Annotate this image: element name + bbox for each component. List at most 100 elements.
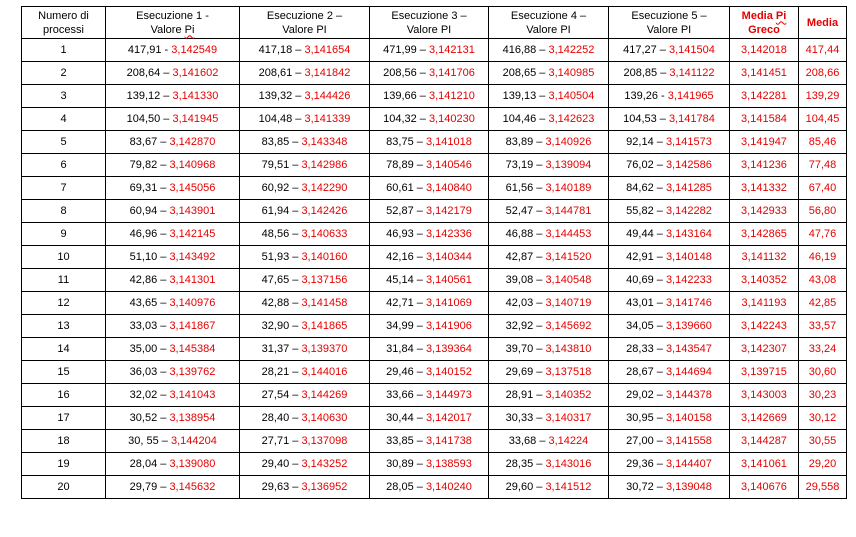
cell-esecuzione-3: 34,99 – 3,141906 xyxy=(369,314,489,338)
cell-numero-processi: 1 xyxy=(21,38,106,62)
cell-esecuzione-3: 52,87 – 3,142179 xyxy=(369,199,489,223)
cell-esecuzione-4: 139,13 – 3,140504 xyxy=(488,84,609,108)
cell-valore-pi: 3,142336 xyxy=(425,228,472,240)
cell-valore-pi: 3,137156 xyxy=(301,274,348,286)
cell-media-pi-greco: 3,142933 xyxy=(729,199,799,223)
cell-esecuzione-5: 42,91 – 3,140148 xyxy=(608,245,730,269)
cell-valore-pi: 3,145384 xyxy=(169,343,216,355)
cell-valore-pi: 3,142426 xyxy=(301,205,348,217)
cell-tempo: 34,99 – xyxy=(386,320,426,332)
cell-media-pi-greco: 3,142243 xyxy=(729,314,799,338)
cell-media: 67,40 xyxy=(798,176,847,200)
cell-esecuzione-5: 417,27 – 3,141504 xyxy=(608,38,730,62)
cell-esecuzione-4: 208,65 – 3,140985 xyxy=(488,61,609,85)
cell-valore-pi: 3,144426 xyxy=(304,90,351,102)
cell-tempo: 42,91 – xyxy=(626,251,666,263)
cell-esecuzione-4: 29,60 – 3,141512 xyxy=(488,475,609,499)
cell-tempo: 33,85 – xyxy=(386,435,426,447)
table-row: 13 33,03 – 3,141867 32,90 – 3,141865 34,99 … xyxy=(21,314,847,338)
cell-esecuzione-1: 79,82 – 3,140968 xyxy=(105,153,240,177)
cell-valore-pi: 3,142986 xyxy=(301,159,348,171)
cell-esecuzione-2: 32,90 – 3,141865 xyxy=(239,314,370,338)
cell-esecuzione-5: 76,02 – 3,142586 xyxy=(608,153,730,177)
cell-esecuzione-4: 28,35 – 3,143016 xyxy=(488,452,609,476)
cell-media-pi-greco: 3,141193 xyxy=(729,291,799,315)
cell-tempo: 46,96 – xyxy=(129,228,170,240)
cell-esecuzione-4: 28,91 – 3,140352 xyxy=(488,383,609,407)
cell-esecuzione-2: 28,40 – 3,140630 xyxy=(239,406,370,430)
cell-valore-pi: 3,140546 xyxy=(425,159,472,171)
cell-tempo: 29,02 – xyxy=(626,389,666,401)
cell-esecuzione-1: 33,03 – 3,141867 xyxy=(105,314,240,338)
cell-valore-pi: 3,143901 xyxy=(169,205,216,217)
cell-tempo: 46,88 – xyxy=(505,228,546,240)
cell-tempo: 139,26 - xyxy=(624,90,668,102)
cell-esecuzione-2: 208,61 – 3,141842 xyxy=(239,61,370,85)
cell-valore-pi: 3,141965 xyxy=(667,90,714,102)
cell-esecuzione-5: 104,53 – 3,141784 xyxy=(608,107,730,131)
cell-valore-pi: 3,143348 xyxy=(301,136,348,148)
cell-esecuzione-2: 79,51 – 3,142986 xyxy=(239,153,370,177)
cell-valore-pi: 3,141558 xyxy=(665,435,712,447)
header-media-pi-greco: Media Pi Greco xyxy=(729,6,799,39)
cell-valore-pi: 3,140985 xyxy=(548,67,595,79)
cell-tempo: 39,70 – xyxy=(505,343,546,355)
cell-valore-pi: 3,141339 xyxy=(304,113,351,125)
cell-valore-pi: 3,139080 xyxy=(169,458,216,470)
table-row: 9 46,96 – 3,142145 48,56 – 3,140633 46,93 –… xyxy=(21,222,847,246)
cell-esecuzione-3: 139,66 – 3,141210 xyxy=(369,84,489,108)
cell-valore-pi: 3,140504 xyxy=(548,90,595,102)
cell-valore-pi: 3,142623 xyxy=(548,113,595,125)
header-esecuzione-4: Esecuzione 4 – Valore PI xyxy=(488,6,609,39)
cell-tempo: 29,69 – xyxy=(505,366,546,378)
cell-tempo: 417,27 – xyxy=(623,44,669,56)
cell-valore-pi: 3,141706 xyxy=(428,67,475,79)
cell-media-pi-greco: 3,142281 xyxy=(729,84,799,108)
table-row: 11 42,86 – 3,141301 47,65 – 3,137156 45,14 … xyxy=(21,268,847,292)
cell-valore-pi: 3,140968 xyxy=(169,159,216,171)
cell-numero-processi: 10 xyxy=(21,245,106,269)
cell-valore-pi: 3,139370 xyxy=(301,343,348,355)
cell-valore-pi: 3,139660 xyxy=(665,320,712,332)
cell-media-pi-greco: 3,142669 xyxy=(729,406,799,430)
cell-valore-pi: 3,145692 xyxy=(545,320,592,332)
cell-tempo: 83,85 – xyxy=(261,136,302,148)
cell-valore-pi: 3,144781 xyxy=(545,205,592,217)
cell-tempo: 36,03 – xyxy=(129,366,170,378)
cell-esecuzione-2: 83,85 – 3,143348 xyxy=(239,130,370,154)
cell-numero-processi: 3 xyxy=(21,84,106,108)
cell-valore-pi: 3,140633 xyxy=(301,228,348,240)
cell-valore-pi: 3,142586 xyxy=(665,159,712,171)
cell-esecuzione-1: 28,04 – 3,139080 xyxy=(105,452,240,476)
cell-valore-pi: 3,145632 xyxy=(169,481,216,493)
cell-esecuzione-4: 33,68 – 3,14224 xyxy=(488,429,609,453)
header-media: Media xyxy=(798,6,847,39)
cell-valore-pi: 3,143547 xyxy=(665,343,712,355)
cell-tempo: 79,82 – xyxy=(129,159,170,171)
cell-tempo: 60,94 – xyxy=(129,205,170,217)
table-row: 2 208,64 – 3,141602 208,61 – 3,141842 208,5… xyxy=(21,61,847,85)
cell-tempo: 55,82 – xyxy=(626,205,666,217)
cell-esecuzione-1: 42,86 – 3,141301 xyxy=(105,268,240,292)
cell-valore-pi: 3,143810 xyxy=(545,343,592,355)
cell-esecuzione-2: 28,21 – 3,144016 xyxy=(239,360,370,384)
cell-tempo: 46,93 – xyxy=(386,228,426,240)
cell-esecuzione-5: 30,72 – 3,139048 xyxy=(608,475,730,499)
cell-esecuzione-5: 139,26 - 3,141965 xyxy=(608,84,730,108)
cell-valore-pi: 3,140561 xyxy=(425,274,472,286)
cell-numero-processi: 15 xyxy=(21,360,106,384)
cell-valore-pi: 3,139094 xyxy=(545,159,592,171)
cell-media: 208,66 xyxy=(798,61,847,85)
cell-media: 30,55 xyxy=(798,429,847,453)
cell-numero-processi: 19 xyxy=(21,452,106,476)
cell-esecuzione-5: 28,67 – 3,144694 xyxy=(608,360,730,384)
cell-media-pi-greco: 3,141584 xyxy=(729,107,799,131)
cell-tempo: 78,89 – xyxy=(386,159,426,171)
cell-tempo: 42,03 – xyxy=(505,297,546,309)
table-row: 8 60,94 – 3,143901 61,94 – 3,142426 52,87 –… xyxy=(21,199,847,223)
cell-valore-pi: 3,141654 xyxy=(304,44,351,56)
cell-esecuzione-1: 83,67 – 3,142870 xyxy=(105,130,240,154)
table-row: 10 51,10 – 3,143492 51,93 – 3,140160 42,16 … xyxy=(21,245,847,269)
header-esecuzione-2: Esecuzione 2 – Valore PI xyxy=(239,6,370,39)
cell-esecuzione-1: 139,12 – 3,141330 xyxy=(105,84,240,108)
